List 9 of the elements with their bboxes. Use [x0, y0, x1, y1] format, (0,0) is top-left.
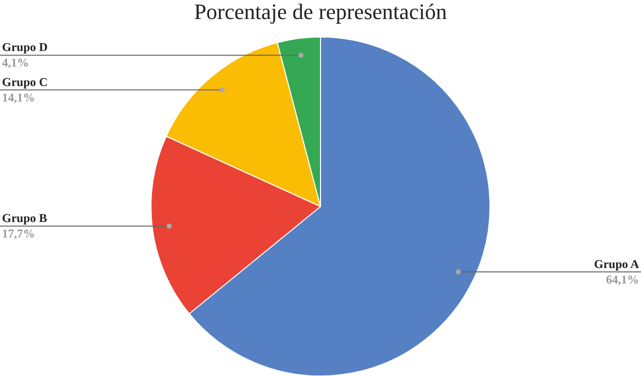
slice-label: Grupo B: [2, 211, 48, 225]
data-label: 4,1%: [2, 56, 29, 70]
data-label: 64,1%: [606, 272, 640, 287]
data-label: 14,1%: [2, 90, 35, 105]
slice-label: Grupo C: [2, 75, 48, 89]
slice-label: Grupo D: [2, 40, 48, 54]
data-label: 17,7%: [2, 226, 35, 241]
slice-label: Grupo A: [594, 257, 640, 271]
chart-title: Porcentaje de representación: [194, 0, 447, 24]
